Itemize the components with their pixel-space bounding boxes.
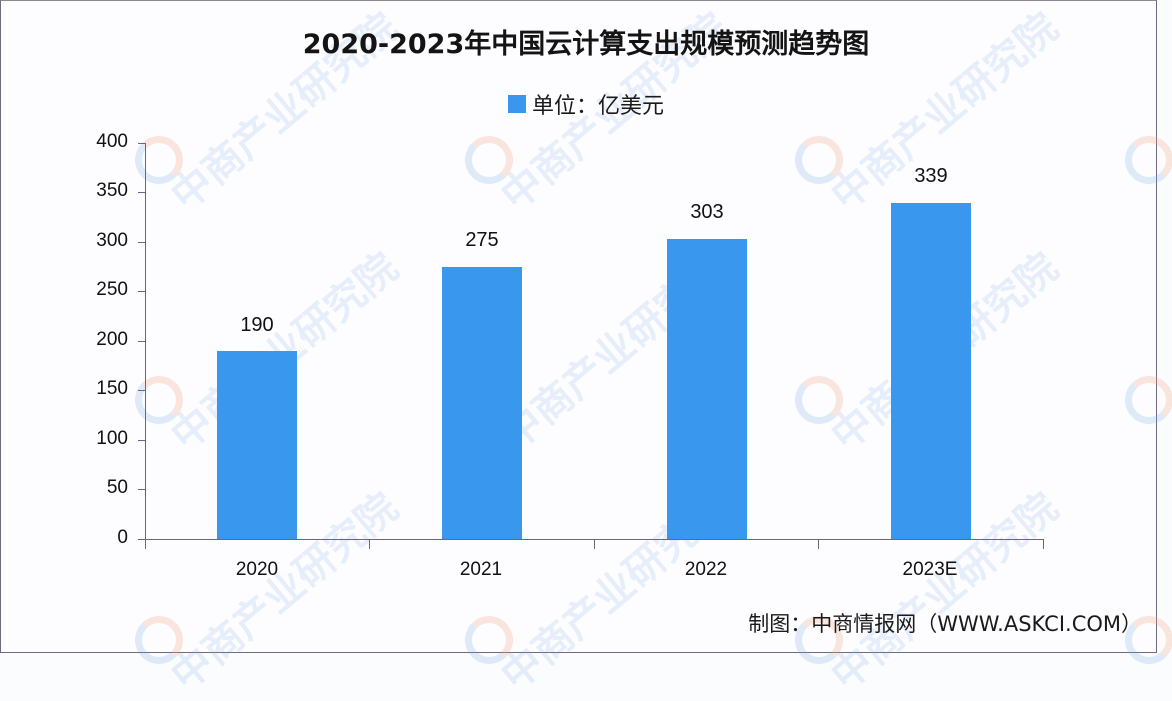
x-axis-line bbox=[138, 539, 1044, 540]
x-tick bbox=[145, 539, 146, 549]
y-tick bbox=[138, 291, 146, 292]
bar-2023e bbox=[891, 203, 971, 539]
x-tick bbox=[1043, 539, 1044, 549]
x-tick-label: 2022 bbox=[684, 559, 728, 580]
y-tick bbox=[138, 143, 146, 144]
chart-title: 2020-2023年中国云计算支出规模预测趋势图 bbox=[302, 29, 870, 60]
y-tick-label: 0 bbox=[117, 527, 128, 548]
y-tick bbox=[138, 489, 146, 490]
y-tick bbox=[138, 192, 146, 193]
x-tick-label: 2023E bbox=[902, 559, 958, 580]
bar-value-label: 190 bbox=[240, 314, 274, 336]
y-tick bbox=[138, 341, 146, 342]
x-tick-label: 2020 bbox=[235, 559, 279, 580]
bar-value-label: 339 bbox=[914, 165, 948, 187]
y-tick-label: 300 bbox=[96, 230, 128, 251]
legend-label: 单位：亿美元 bbox=[531, 94, 664, 119]
y-tick-label: 50 bbox=[106, 477, 128, 498]
x-tick bbox=[818, 539, 819, 549]
y-tick-label: 200 bbox=[96, 329, 128, 350]
source-credit: 制图：中商情报网（WWW.ASKCI.COM） bbox=[748, 612, 1142, 636]
plot-area: 400 350 300 250 200 150 100 50 0 2020 20… bbox=[96, 131, 1044, 580]
x-tick bbox=[594, 539, 595, 549]
y-axis-line bbox=[145, 143, 146, 548]
x-tick bbox=[369, 539, 370, 549]
x-tick-label: 2021 bbox=[459, 559, 503, 580]
y-tick bbox=[138, 242, 146, 243]
bar-2022 bbox=[667, 239, 747, 539]
y-tick-label: 150 bbox=[96, 378, 128, 399]
y-tick bbox=[138, 390, 146, 391]
y-tick-label: 100 bbox=[96, 428, 128, 449]
y-tick-label: 350 bbox=[96, 180, 128, 201]
y-tick-label: 400 bbox=[96, 131, 128, 152]
bar-2021 bbox=[442, 267, 522, 539]
y-tick-label: 250 bbox=[96, 279, 128, 300]
bar-2020 bbox=[217, 351, 297, 539]
bar-value-label: 275 bbox=[465, 229, 499, 251]
bar-value-label: 303 bbox=[690, 201, 724, 223]
y-tick bbox=[138, 440, 146, 441]
legend-swatch-icon bbox=[507, 95, 526, 113]
chart-legend: 单位：亿美元 bbox=[0, 88, 1172, 120]
